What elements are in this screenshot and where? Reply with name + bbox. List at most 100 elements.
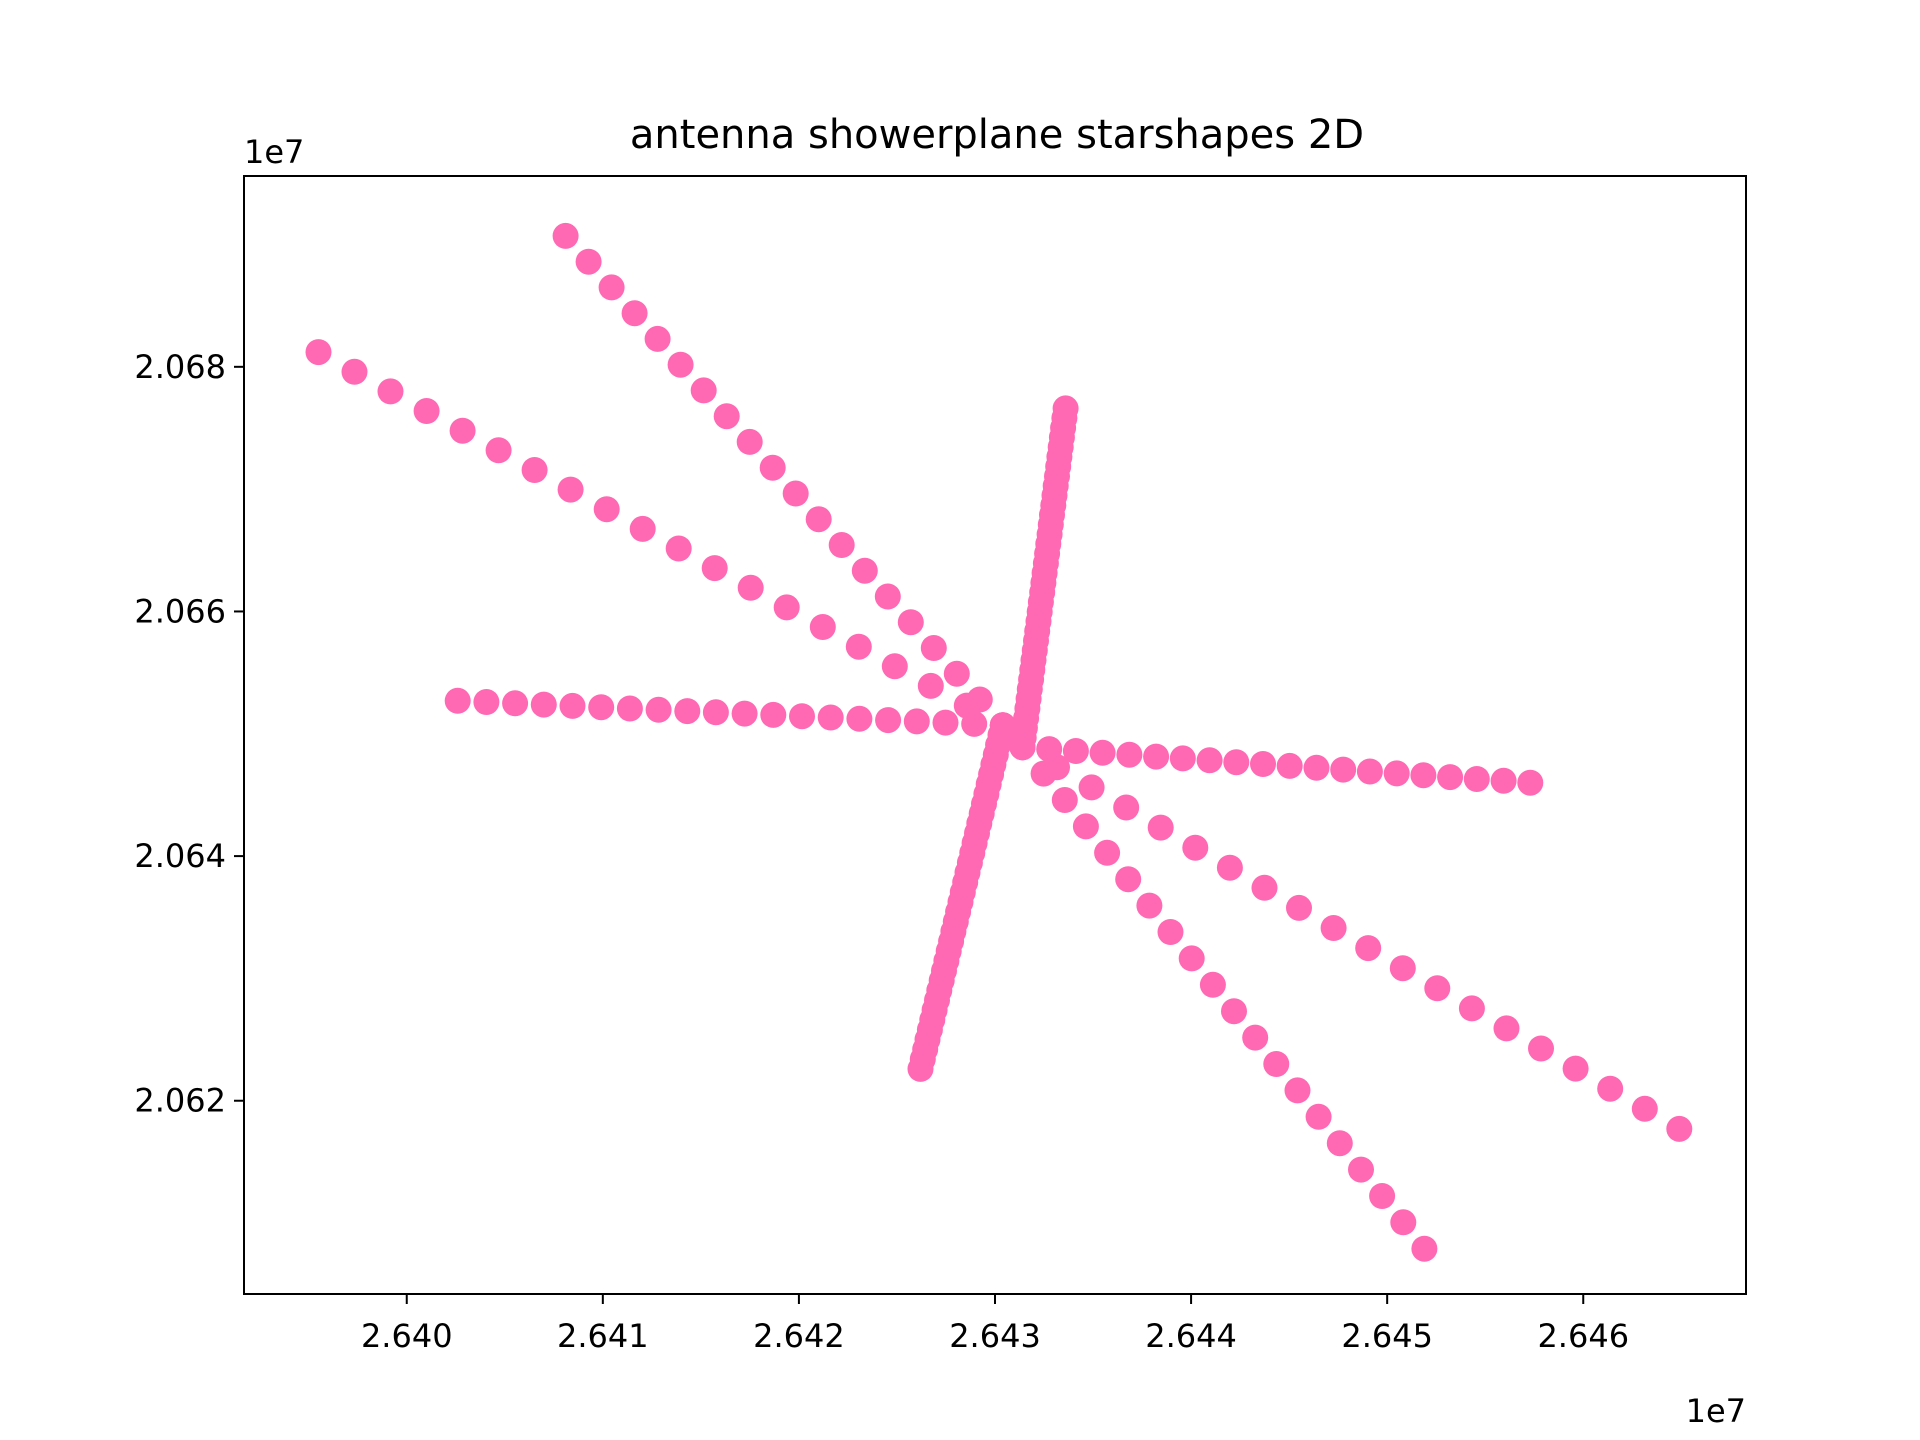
data-point-s2-4 (875, 707, 902, 734)
data-point-s2-16 (530, 691, 557, 718)
y-axis-ticks: 2.062 2.064 2.066 2.068 (134, 348, 244, 1120)
data-point-s2-18 (473, 689, 500, 715)
data-point-s7-10 (1221, 998, 1247, 1025)
y-tick-label: 2.064 (134, 837, 226, 875)
data-point-s2-1 (961, 710, 988, 737)
data-point-s5-19 (1517, 769, 1544, 796)
data-point-s0-18 (575, 248, 602, 275)
data-point-s7-0 (1009, 734, 1036, 761)
data-point-s0-7 (828, 532, 855, 558)
x-tick-label: 2.644 (1145, 1317, 1237, 1355)
data-point-s6-16 (1562, 1055, 1589, 1082)
data-point-s7-17 (1369, 1183, 1396, 1209)
data-point-s5-9 (1250, 751, 1276, 777)
data-point-s0-6 (851, 557, 878, 584)
y-tick-label: 2.066 (134, 592, 226, 630)
data-point-s6-8 (1286, 894, 1312, 921)
data-point-s7-6 (1136, 892, 1163, 919)
data-point-s0-12 (713, 403, 740, 430)
data-point-s1-14 (485, 437, 512, 464)
data-point-s0-15 (644, 325, 671, 352)
data-point-s0-17 (598, 274, 625, 301)
data-point-s1-3 (881, 653, 908, 680)
x-tick-label: 2.640 (361, 1317, 453, 1355)
data-point-s0-10 (759, 454, 786, 481)
x-axis-ticks: 2.640 2.641 2.642 2.643 2.644 2.645 2.646 (361, 1294, 1629, 1355)
data-point-s7-13 (1284, 1077, 1311, 1104)
data-point-s7-1 (1030, 760, 1057, 787)
data-point-s0-5 (874, 583, 901, 610)
data-point-s5-8 (1223, 749, 1250, 776)
data-point-s6-17 (1597, 1075, 1624, 1102)
data-point-s1-13 (521, 457, 548, 483)
data-point-s7-15 (1326, 1130, 1353, 1157)
data-point-s1-10 (629, 515, 656, 542)
data-point-s6-12 (1424, 975, 1451, 1002)
data-point-s5-7 (1196, 747, 1223, 774)
x-tick-label: 2.643 (949, 1317, 1041, 1355)
data-point-s7-14 (1305, 1103, 1332, 1130)
data-point-s2-7 (789, 703, 815, 730)
data-point-s2-11 (674, 698, 701, 725)
data-point-s5-6 (1169, 745, 1196, 772)
data-points (305, 222, 1693, 1262)
data-point-s6-13 (1458, 995, 1485, 1022)
data-point-s7-3 (1072, 813, 1099, 840)
data-point-s6-19 (1666, 1115, 1693, 1142)
data-point-s5-13 (1356, 758, 1383, 785)
data-point-s6-7 (1251, 874, 1278, 901)
data-point-s6-4 (1147, 814, 1174, 841)
data-point-s2-8 (760, 701, 787, 728)
data-point-s0-9 (782, 480, 809, 507)
data-point-s5-16 (1437, 764, 1464, 791)
x-tick-label: 2.642 (753, 1317, 845, 1355)
data-point-s7-18 (1390, 1209, 1417, 1236)
data-point-s6-3 (1113, 794, 1140, 821)
data-point-s2-3 (903, 708, 930, 735)
data-point-s6-14 (1493, 1015, 1520, 1042)
data-point-s7-8 (1178, 945, 1205, 972)
data-point-s7-9 (1199, 971, 1226, 998)
x-offset-label: 1e7 (1686, 1392, 1746, 1430)
data-point-s1-17 (377, 378, 404, 405)
data-point-s1-12 (557, 476, 584, 503)
data-point-s5-17 (1463, 766, 1490, 792)
data-point-s1-9 (665, 535, 692, 562)
data-point-s6-6 (1216, 854, 1243, 881)
data-point-s0-2 (943, 660, 970, 687)
data-point-s7-11 (1242, 1024, 1269, 1051)
data-point-s6-2 (1078, 774, 1105, 801)
data-point-s5-5 (1143, 743, 1170, 770)
data-point-s0-8 (805, 506, 832, 533)
x-tick-label: 2.641 (557, 1317, 649, 1355)
data-point-s1-4 (845, 633, 872, 660)
data-point-s7-19 (1411, 1235, 1438, 1262)
data-point-s7-2 (1051, 787, 1078, 813)
data-point-s6-10 (1355, 935, 1382, 962)
data-point-s7-5 (1115, 866, 1142, 893)
data-point-s5-11 (1303, 754, 1330, 781)
data-point-s2-13 (616, 695, 643, 722)
data-point-s0-4 (897, 609, 924, 636)
data-point-s6-11 (1389, 955, 1416, 982)
data-point-s2-17 (502, 690, 529, 717)
data-point-s0-13 (690, 377, 717, 404)
data-point-s2-9 (731, 700, 758, 727)
data-point-s5-4 (1116, 741, 1143, 768)
data-point-s1-5 (809, 614, 836, 640)
data-point-s1-16 (413, 398, 440, 424)
data-point-s0-19 (552, 222, 579, 249)
data-point-s5-10 (1276, 752, 1303, 779)
data-point-s0-16 (621, 300, 648, 327)
data-point-s1-6 (773, 594, 800, 621)
data-point-s0-11 (736, 428, 763, 455)
y-offset-label: 1e7 (244, 133, 304, 171)
data-point-s2-19 (444, 687, 471, 714)
data-point-s2-15 (559, 692, 586, 719)
y-tick-label: 2.062 (134, 1082, 226, 1120)
data-point-s1-2 (917, 672, 944, 699)
data-point-s4-35 (1052, 395, 1079, 422)
data-point-s5-14 (1383, 760, 1410, 787)
data-point-s5-12 (1330, 756, 1357, 783)
